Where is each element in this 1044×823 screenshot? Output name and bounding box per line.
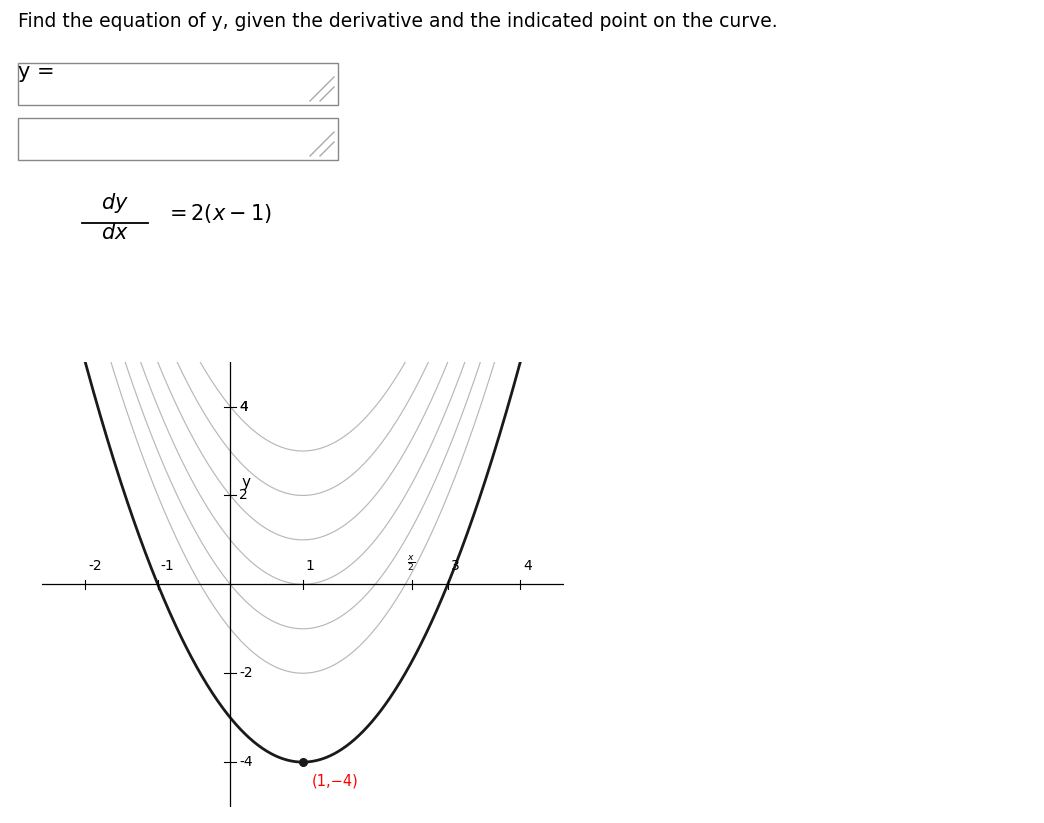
Text: $dy$: $dy$ (101, 191, 128, 215)
Text: -1: -1 (161, 559, 174, 573)
Text: 3: 3 (451, 559, 459, 573)
Text: 2: 2 (239, 488, 247, 503)
Text: 4: 4 (523, 559, 531, 573)
Text: y: y (241, 475, 251, 490)
Text: 1: 1 (306, 559, 314, 573)
Text: y =: y = (18, 62, 54, 82)
Text: Find the equation of y, given the derivative and the indicated point on the curv: Find the equation of y, given the deriva… (18, 12, 778, 31)
Text: -2: -2 (88, 559, 101, 573)
Text: -4: -4 (239, 755, 253, 770)
Text: $= 2(x - 1)$: $= 2(x - 1)$ (165, 202, 271, 225)
Text: -2: -2 (239, 666, 253, 681)
Text: $\frac{x}{2}$: $\frac{x}{2}$ (407, 554, 416, 573)
Text: $dx$: $dx$ (101, 223, 128, 243)
Bar (18, 118, 338, 160)
Text: 4: 4 (239, 399, 247, 414)
Bar (18, 63, 338, 105)
Text: (1,−4): (1,−4) (311, 774, 358, 788)
Text: 4: 4 (239, 399, 247, 414)
